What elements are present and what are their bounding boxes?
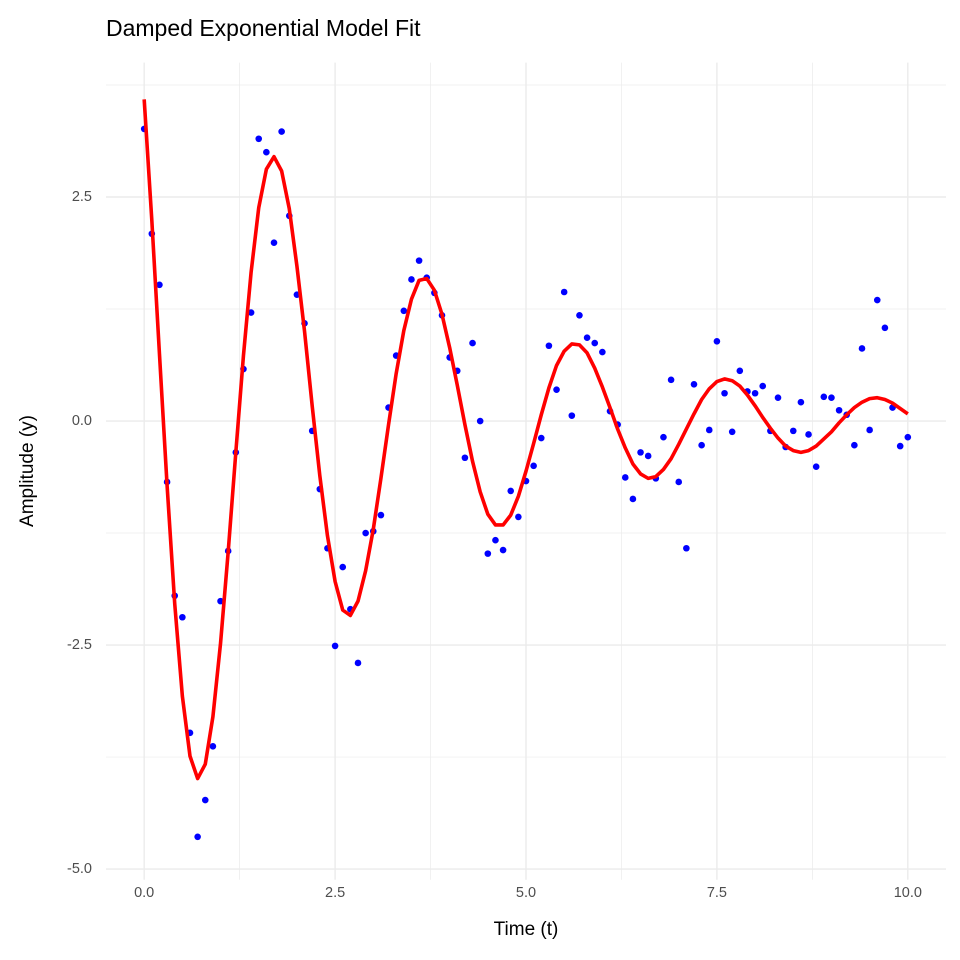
data-point: [828, 394, 835, 402]
data-point: [698, 441, 705, 449]
data-point: [484, 550, 492, 557]
data-point: [805, 431, 812, 438]
data-point: [255, 135, 263, 143]
data-point: [499, 546, 507, 554]
y-axis-title: Amplitude (y): [17, 415, 38, 527]
data-point: [415, 257, 423, 264]
data-point: [568, 412, 576, 419]
chart-title: Damped Exponential Model Fit: [106, 15, 421, 41]
y-tick-label: 0.0: [72, 413, 92, 429]
data-point: [721, 389, 728, 397]
data-point: [377, 511, 385, 519]
data-point: [629, 495, 637, 503]
grid: [106, 62, 946, 880]
data-point: [339, 563, 347, 571]
data-point: [797, 398, 805, 406]
y-tick-label: -5.0: [67, 861, 92, 877]
data-point: [270, 239, 278, 247]
marks: [140, 99, 912, 841]
data-point: [866, 426, 873, 434]
data-point: [408, 276, 415, 283]
data-point: [156, 281, 163, 289]
data-point: [728, 428, 736, 436]
data-point: [858, 345, 866, 352]
data-point: [736, 367, 744, 375]
fit-line: [142, 99, 909, 781]
data-point: [904, 433, 912, 441]
data-point: [621, 474, 629, 481]
data-point: [812, 463, 820, 471]
data-point: [690, 380, 698, 388]
data-point: [247, 309, 255, 316]
x-tick-label: 0.0: [134, 885, 154, 901]
data-point: [759, 382, 767, 390]
data-point: [583, 334, 591, 341]
data-point: [530, 462, 537, 470]
data-point: [667, 376, 675, 384]
data-point: [179, 613, 186, 621]
data-point: [873, 296, 881, 304]
data-point: [263, 148, 270, 156]
data-point: [851, 441, 858, 449]
data-point: [576, 311, 583, 319]
data-point: [644, 452, 652, 460]
data-point: [537, 434, 545, 442]
data-point: [881, 324, 889, 332]
x-tick-label: 2.5: [325, 885, 345, 901]
data-point: [896, 442, 904, 450]
data-point: [789, 427, 797, 435]
data-point: [507, 487, 515, 495]
data-point: [354, 659, 362, 667]
y-tick-label: -2.5: [67, 637, 92, 653]
data-point: [705, 426, 713, 434]
data-point: [835, 406, 843, 414]
data-point: [713, 337, 721, 345]
data-point: [515, 513, 522, 521]
data-point: [599, 348, 606, 356]
data-point: [400, 307, 408, 315]
data-point: [201, 796, 209, 804]
x-tick-label: 7.5: [707, 885, 727, 901]
x-axis-title: Time (t): [494, 919, 559, 940]
data-point: [820, 393, 828, 401]
data-point: [660, 433, 667, 441]
data-point: [362, 529, 369, 537]
data-point: [675, 478, 683, 486]
data-point: [774, 394, 782, 402]
data-point: [637, 449, 644, 456]
data-point: [683, 544, 690, 552]
data-point: [469, 339, 476, 347]
data-point: [545, 342, 553, 350]
data-point: [461, 454, 469, 462]
data-point: [751, 389, 759, 397]
data-point: [476, 417, 484, 425]
data-point: [278, 128, 285, 135]
data-point: [194, 833, 201, 841]
x-tick-label: 5.0: [516, 885, 536, 901]
data-point: [553, 386, 560, 393]
data-point: [492, 536, 499, 544]
data-point: [560, 288, 568, 296]
y-tick-label: 2.5: [72, 189, 92, 205]
x-tick-label: 10.0: [894, 885, 922, 901]
data-point: [331, 642, 339, 650]
data-point: [209, 742, 217, 750]
data-point: [591, 339, 599, 347]
